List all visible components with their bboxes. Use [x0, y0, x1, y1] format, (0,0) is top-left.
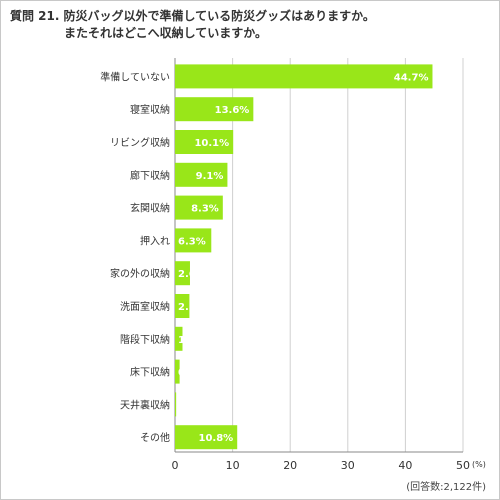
- bar: [175, 294, 190, 318]
- category-label: 準備していない: [100, 70, 170, 83]
- value-label: 8.3%: [191, 204, 219, 215]
- value-label: 1.3%: [178, 335, 206, 346]
- category-label: 天井裏収納: [120, 398, 170, 411]
- value-label: 10.1%: [194, 138, 229, 149]
- category-label: 洗面室収納: [120, 300, 170, 313]
- x-tick-label: 50: [456, 459, 470, 472]
- category-label: その他: [140, 431, 170, 444]
- bar: [175, 392, 177, 417]
- value-label: 0.8%: [178, 368, 206, 379]
- category-label: 廊下収納: [130, 169, 170, 182]
- value-label: 9.1%: [196, 171, 224, 182]
- question-line-1: 防災バッグ以外で準備している防災グッズはありますか。: [63, 9, 375, 23]
- bar: [175, 425, 238, 450]
- category-label: 床下収納: [130, 366, 170, 379]
- value-label: 0.2%: [178, 400, 206, 411]
- x-tick-label: 0: [172, 459, 179, 472]
- x-tick-label: 10: [226, 459, 240, 472]
- bar: [175, 97, 254, 122]
- respondents-note: (回答数:2,122件): [406, 482, 486, 493]
- category-label: 押入れ: [140, 234, 170, 247]
- value-label: 13.6%: [215, 105, 250, 116]
- bar: [175, 359, 180, 384]
- value-label: 10.8%: [199, 433, 234, 444]
- x-tick-label: 30: [341, 459, 355, 472]
- bar: [175, 64, 433, 89]
- question-number: 質問 21.: [10, 9, 60, 23]
- question-line-2: またそれはどこへ収納していますか。: [64, 26, 268, 40]
- x-unit-label: (%): [472, 460, 486, 469]
- bar: [175, 195, 223, 220]
- category-label: 階段下収納: [120, 333, 170, 346]
- value-label: 6.3%: [178, 236, 206, 247]
- bar: [175, 326, 183, 351]
- bar: [175, 261, 190, 286]
- category-label: 寝室収納: [130, 103, 170, 116]
- x-tick-label: 20: [283, 459, 297, 472]
- value-label: 2.5%: [178, 302, 206, 313]
- value-label: 44.7%: [394, 72, 429, 83]
- category-label: 家の外の収納: [110, 267, 170, 280]
- value-label: 2.6%: [178, 269, 206, 280]
- bar: [175, 162, 228, 187]
- category-label: リビング収納: [110, 136, 170, 149]
- bar: [175, 130, 234, 154]
- question-title: 質問 21. 防災バッグ以外で準備している防災グッズはありますか。 またそれはどこ…: [10, 8, 375, 42]
- bar: [175, 228, 212, 253]
- x-tick-label: 40: [398, 459, 412, 472]
- category-label: 玄関収納: [130, 202, 170, 215]
